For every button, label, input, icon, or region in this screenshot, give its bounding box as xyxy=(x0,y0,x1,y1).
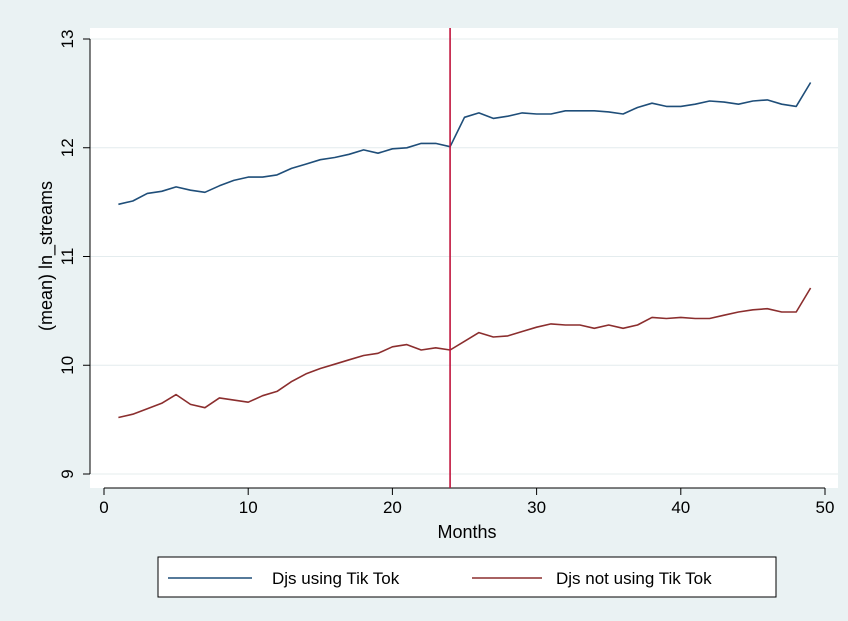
x-tick-label-30: 30 xyxy=(527,498,546,517)
y-tick-label-11: 11 xyxy=(58,248,77,266)
series-line-1 xyxy=(118,287,812,419)
x-tick-label-0: 0 xyxy=(99,498,108,517)
y-tick-label-12: 12 xyxy=(58,138,77,157)
series-lines xyxy=(118,82,812,419)
y-tick-label-9: 9 xyxy=(58,469,77,478)
x-tick-label-40: 40 xyxy=(671,498,690,517)
legend-label-djs-not-using-tiktok: Djs not using Tik Tok xyxy=(556,569,712,588)
axes: 9 10 11 12 13 0 10 20 30 40 50 xyxy=(58,30,834,517)
x-tick-label-50: 50 xyxy=(816,498,835,517)
x-tick-label-10: 10 xyxy=(239,498,258,517)
legend-label-djs-using-tiktok: Djs using Tik Tok xyxy=(272,569,400,588)
y-axis-title: (mean) ln_streams xyxy=(36,181,57,331)
legend-box xyxy=(157,556,777,598)
x-tick-label-20: 20 xyxy=(383,498,402,517)
legend: Djs using Tik Tok Djs not using Tik Tok xyxy=(157,556,777,598)
x-axis-title: Months xyxy=(437,522,496,542)
series-line-0 xyxy=(118,82,812,206)
y-tick-label-13: 13 xyxy=(58,30,77,49)
y-tick-label-10: 10 xyxy=(58,356,77,375)
plot-area xyxy=(90,28,838,488)
grid-lines xyxy=(90,38,838,475)
